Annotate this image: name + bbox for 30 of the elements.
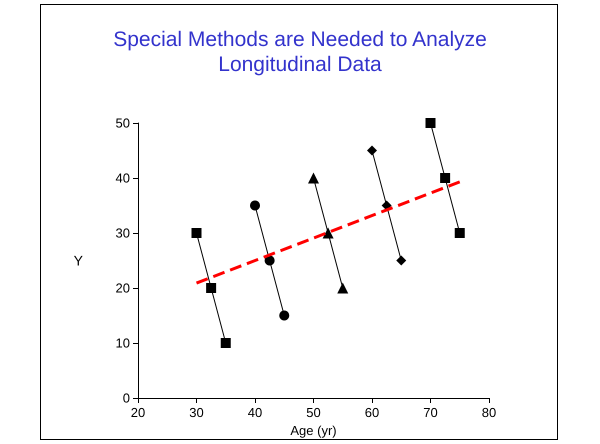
y-tick-label: 20 — [116, 280, 130, 296]
point — [426, 118, 436, 128]
x-tick-label: 20 — [130, 405, 146, 420]
y-tick-label: 50 — [116, 116, 130, 130]
y-axis-title: Y — [74, 252, 84, 268]
point — [396, 256, 406, 266]
point — [250, 200, 260, 210]
x-tick-label: 40 — [248, 405, 262, 420]
x-tick-label: 50 — [306, 405, 321, 420]
chart-title: Special Methods are Needed to Analyze Longitudinal Data — [113, 28, 487, 76]
y-tick-label: 40 — [116, 170, 130, 186]
point — [367, 146, 377, 156]
point — [206, 283, 216, 293]
y-tick-label: 10 — [116, 336, 130, 350]
point — [220, 338, 231, 348]
point — [454, 228, 465, 238]
point — [308, 172, 319, 184]
y-tick-label: 30 — [116, 226, 130, 240]
x-tick-label: 70 — [423, 405, 438, 420]
x-tick-label: 80 — [482, 405, 496, 420]
x-axis-title: Age (yr) — [290, 422, 337, 438]
y-tick-label: 0 — [122, 390, 130, 406]
point — [192, 228, 202, 238]
point — [322, 228, 334, 238]
x-tick-label: 30 — [189, 405, 204, 420]
x-tick-label: 60 — [364, 405, 380, 420]
point — [279, 310, 290, 320]
point — [337, 282, 348, 294]
point — [440, 173, 450, 183]
point — [264, 256, 275, 266]
